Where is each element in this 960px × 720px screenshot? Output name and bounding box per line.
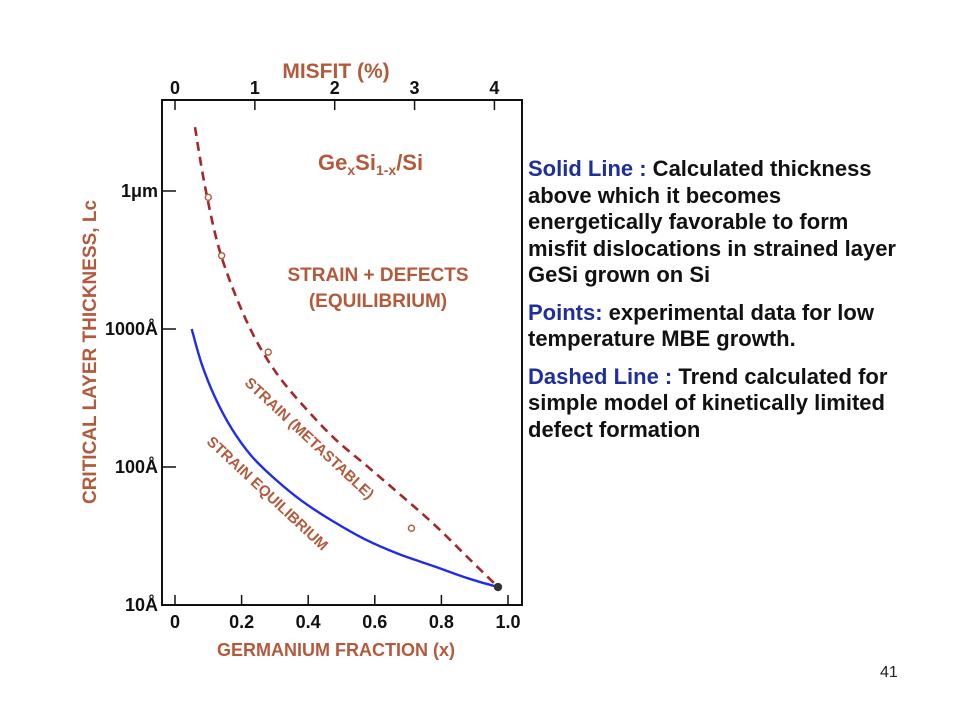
x-tick-label: 1.0 xyxy=(495,612,520,632)
x-tick-label: 0 xyxy=(170,612,180,632)
data-point xyxy=(204,193,213,202)
y-tick-label: 1000Å xyxy=(105,319,158,339)
x-tick-label: 0.4 xyxy=(296,612,321,632)
top-tick-label: 4 xyxy=(489,78,499,98)
x-axis-title: GERMANIUM FRACTION (x) xyxy=(217,640,455,660)
note-dashed-line: Dashed Line : Trend calculated for simpl… xyxy=(528,364,913,444)
note-solid-line: Solid Line : Calculated thickness above … xyxy=(528,156,913,289)
solid-calculated-line xyxy=(190,328,499,589)
top-tick-label: 3 xyxy=(410,78,420,98)
note-key: Dashed Line : xyxy=(528,363,673,389)
top-tick-label: 0 xyxy=(170,78,180,98)
notes-panel: Solid Line : Calculated thickness above … xyxy=(528,156,913,454)
top-tick-label: 1 xyxy=(250,78,260,98)
note-text: Trend calculated for simple model of kin… xyxy=(528,363,888,442)
data-point xyxy=(493,582,503,592)
x-tick-label: 0.6 xyxy=(362,612,387,632)
note-key: Solid Line : xyxy=(528,156,647,181)
note-key: Points: xyxy=(528,299,603,325)
region-label-strain-defects: STRAIN + DEFECTS xyxy=(287,265,468,286)
y-tick-label: 1μm xyxy=(121,181,158,201)
x-tick-label: 0.2 xyxy=(229,612,254,632)
y-tick-label: 100Å xyxy=(115,457,158,477)
y-axis-title: CRITICAL LAYER THICKNESS, Lc xyxy=(80,200,101,504)
plot-frame xyxy=(161,99,523,606)
note-points: Points: experimental data for low temper… xyxy=(528,300,913,353)
region-label-equilibrium: (EQUILIBRIUM) xyxy=(309,291,447,312)
note-text: experimental data for low temperature MB… xyxy=(528,299,874,352)
top-axis-title: MISFIT (%) xyxy=(282,60,389,83)
y-tick-label: 10Å xyxy=(125,595,158,615)
x-tick-label: 0.8 xyxy=(429,612,454,632)
slide-number: 41 xyxy=(880,664,898,681)
material-label: GexSi1-x/Si xyxy=(318,150,423,178)
note-text: Calculated thickness above which it beco… xyxy=(528,156,896,287)
top-tick-label: 2 xyxy=(330,78,340,98)
data-point xyxy=(407,524,416,532)
data-point xyxy=(264,348,272,356)
data-point xyxy=(217,251,226,260)
dashed-trend-line xyxy=(193,126,499,588)
